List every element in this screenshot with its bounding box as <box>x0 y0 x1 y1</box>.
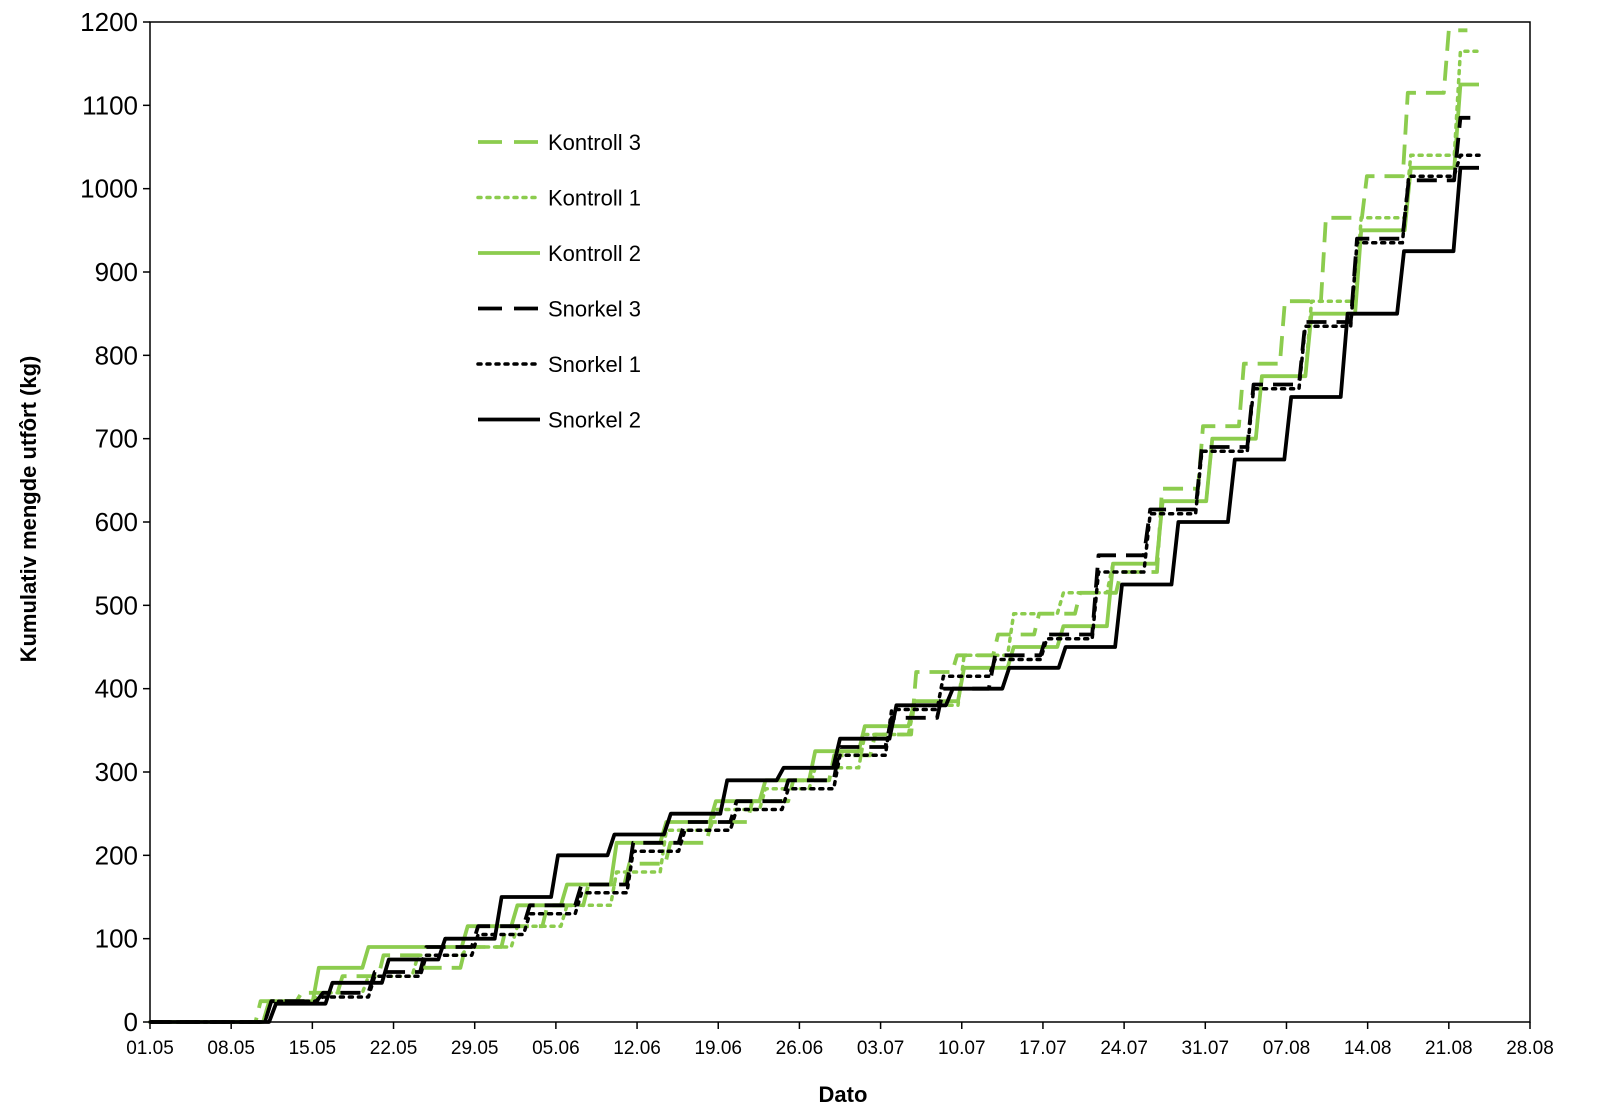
x-tick-label: 07.08 <box>1263 1038 1311 1059</box>
x-tick-label: 17.07 <box>1019 1038 1067 1059</box>
x-tick-label: 21.08 <box>1425 1038 1473 1059</box>
x-tick-label: 03.07 <box>857 1038 905 1059</box>
y-tick-label: 300 <box>95 757 138 787</box>
series-line-snorkel-2 <box>150 165 1479 1024</box>
y-tick-label: 700 <box>95 424 138 454</box>
x-tick-label: 15.05 <box>289 1038 337 1059</box>
legend-label-kontroll-3: Kontroll 3 <box>548 130 641 155</box>
legend-label-snorkel-2: Snorkel 2 <box>548 408 641 433</box>
x-tick-label: 28.08 <box>1506 1038 1554 1059</box>
y-tick-label: 1000 <box>80 174 138 204</box>
y-tick-label: 900 <box>95 257 138 287</box>
x-tick-label: 12.06 <box>613 1038 661 1059</box>
series-line-snorkel-1 <box>148 153 1481 1024</box>
y-tick-label: 1100 <box>82 90 138 120</box>
legend-label-kontroll-1: Kontroll 1 <box>548 186 641 211</box>
x-tick-label: 05.06 <box>532 1038 580 1059</box>
y-tick-label: 400 <box>95 674 138 704</box>
y-tick-label: 600 <box>95 507 138 537</box>
y-tick-label: 800 <box>95 340 138 370</box>
legend-label-kontroll-2: Kontroll 2 <box>548 241 641 266</box>
y-tick-label: 500 <box>95 590 138 620</box>
legend-label-snorkel-1: Snorkel 1 <box>548 352 641 377</box>
series-layer <box>148 28 1481 1024</box>
x-tick-label: 26.06 <box>776 1038 824 1059</box>
x-tick-label: 22.05 <box>370 1038 418 1059</box>
y-axis-title: Kumulativ mengde utfôrt (kg) <box>16 356 41 663</box>
series-line-kontroll-1 <box>148 49 1481 1024</box>
x-tick-label: 31.07 <box>1182 1038 1230 1059</box>
y-tick-label: 0 <box>124 1007 138 1037</box>
x-axis-title: Dato <box>819 1082 868 1107</box>
x-tick-label: 24.07 <box>1100 1038 1148 1059</box>
axes: 0 100 200 300 400 500 600 700 800 900 1000 1100 1200… <box>80 7 1554 1059</box>
x-tick-label: 19.06 <box>694 1038 742 1059</box>
legend-label-snorkel-3: Snorkel 3 <box>548 297 641 322</box>
x-tick-label: 08.05 <box>207 1038 255 1059</box>
x-tick-label: 29.05 <box>451 1038 499 1059</box>
x-tick-label: 01.05 <box>126 1038 174 1059</box>
y-tick-label: 200 <box>95 840 138 870</box>
x-tick-label: 10.07 <box>938 1038 986 1059</box>
y-tick-label: 1200 <box>80 7 138 37</box>
series-line-kontroll-2 <box>150 82 1479 1024</box>
y-tick-label: 100 <box>95 924 138 954</box>
x-tick-label: 14.08 <box>1344 1038 1392 1059</box>
legend: Kontroll 3 Kontroll 1 Kontroll 2 Snorkel 3 S… <box>476 130 641 433</box>
